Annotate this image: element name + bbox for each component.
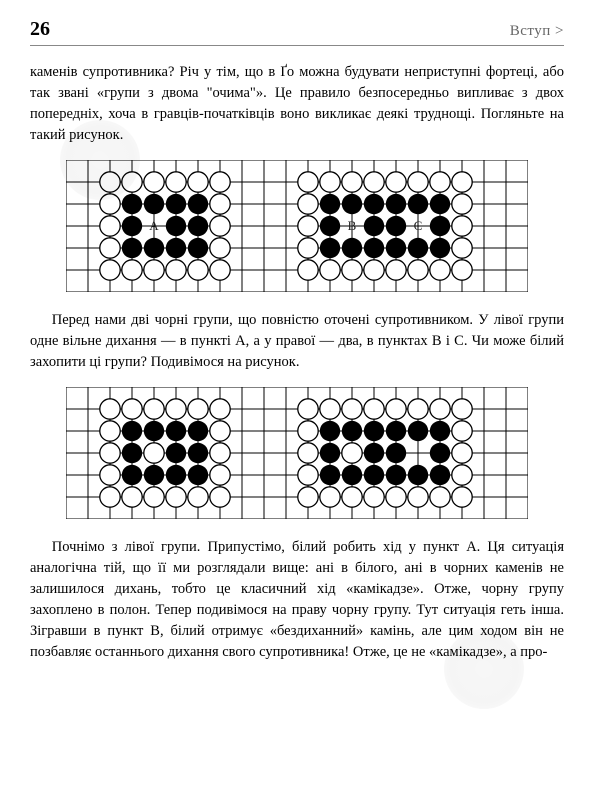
svg-text:A: A: [149, 218, 159, 233]
paragraph-3: Почнімо з лівої групи. Припустімо, білий…: [30, 537, 564, 663]
paragraph-2: Перед нами дві чорні групи, що повністю …: [30, 310, 564, 373]
go-diagram-1: A B C: [30, 160, 564, 292]
page-header: 26 Вступ >: [30, 18, 564, 46]
page-number: 26: [30, 18, 50, 41]
section-label: Вступ >: [510, 23, 564, 40]
svg-text:B: B: [348, 218, 357, 233]
go-diagram-2: [30, 387, 564, 519]
paragraph-1: каменів супротивника? Річ у тім, що в Ґо…: [30, 62, 564, 146]
svg-text:C: C: [414, 218, 423, 233]
